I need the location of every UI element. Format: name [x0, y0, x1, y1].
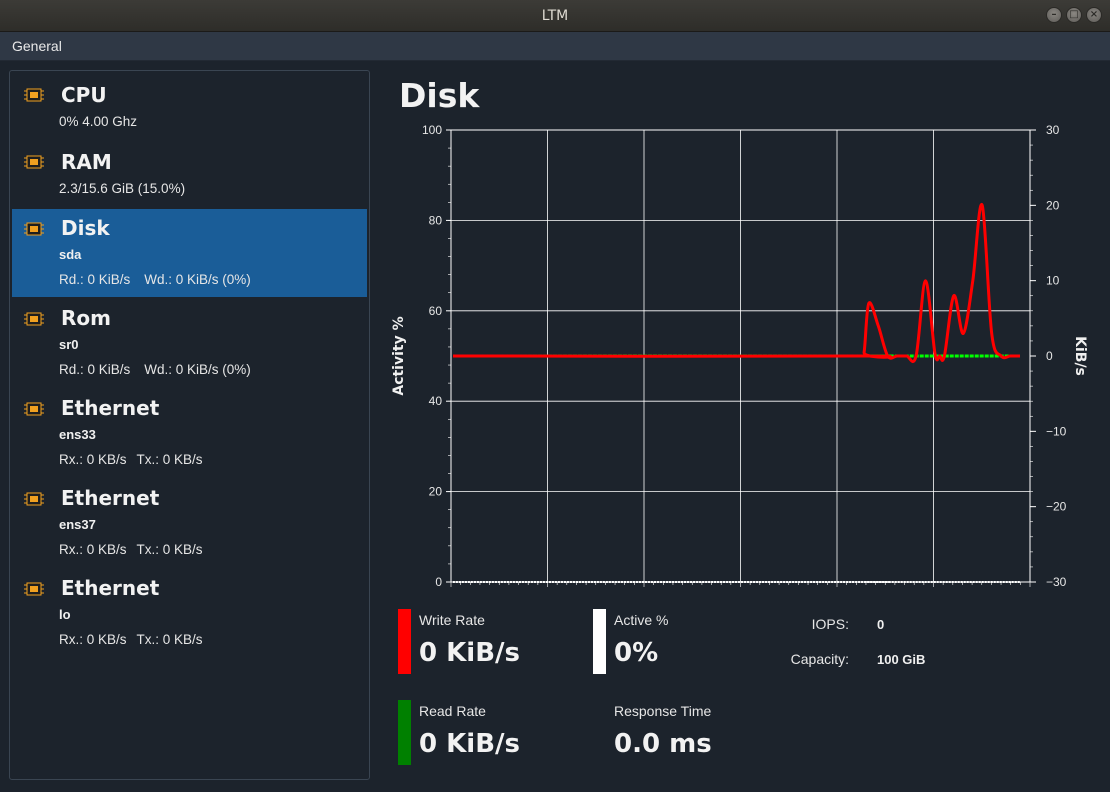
left-tick-label: 20	[429, 485, 443, 499]
left-tick-label: 0	[435, 575, 442, 589]
tx-speed: Tx.: 0 KB/s	[136, 452, 203, 467]
close-icon[interactable]: ×	[1086, 7, 1102, 23]
right-tick-label: 10	[1046, 274, 1060, 288]
right-tick-label: −20	[1046, 500, 1067, 514]
sidebar-item-detail: 0% 4.00 Ghz	[59, 114, 138, 129]
maximize-icon[interactable]: □	[1066, 7, 1082, 23]
sidebar-item-disk[interactable]: Disk sda Rd.: 0 KiB/s Wd.: 0 KiB/s (0%)	[12, 209, 367, 297]
sidebar-item-title: Disk	[61, 216, 110, 240]
disk-activity-chart: 0 20 40 60 80 100 −30 −20 −10 0 10 20 30 Activity % Ki…	[391, 123, 1088, 589]
sidebar-item-title: Ethernet	[61, 396, 160, 420]
read-rate-color-bar	[398, 700, 411, 765]
right-tick-label: −10	[1046, 424, 1067, 438]
sidebar-item-title: Ethernet	[61, 576, 160, 600]
read-rate-value: 0 KiB/s	[419, 729, 520, 759]
sidebar-item-detail: Rx.: 0 KB/s Tx.: 0 KB/s	[59, 542, 203, 557]
chip-icon	[24, 582, 44, 596]
sidebar-item-title: Rom	[61, 306, 111, 330]
write-rate-label: Write Rate	[419, 612, 485, 628]
sidebar-item-title: RAM	[61, 150, 112, 174]
read-rate-label: Read Rate	[419, 703, 486, 719]
write-rate-color-bar	[398, 609, 411, 674]
left-axis-label: Activity %	[391, 316, 407, 395]
window-titlebar[interactable]: LTM – □ ×	[0, 0, 1110, 32]
sidebar-item-title: Ethernet	[61, 486, 160, 510]
sidebar-item-detail: Rd.: 0 KiB/s Wd.: 0 KiB/s (0%)	[59, 362, 251, 377]
menu-general[interactable]: General	[12, 38, 62, 54]
write-speed: Wd.: 0 KiB/s (0%)	[144, 362, 251, 377]
iops-label: IOPS:	[811, 616, 849, 632]
tx-speed: Tx.: 0 KB/s	[136, 542, 203, 557]
sidebar-item-ram[interactable]: RAM 2.3/15.6 GiB (15.0%)	[12, 145, 367, 207]
active-value: 0%	[614, 638, 659, 668]
minimize-icon[interactable]: –	[1046, 7, 1062, 23]
sidebar-item-subtitle: lo	[59, 607, 71, 622]
chip-icon	[24, 222, 44, 236]
response-time-value: 0.0 ms	[614, 729, 712, 759]
write-speed: Wd.: 0 KiB/s (0%)	[144, 272, 251, 287]
sidebar-item-detail: Rx.: 0 KB/s Tx.: 0 KB/s	[59, 632, 203, 647]
chip-icon	[24, 492, 44, 506]
tx-speed: Tx.: 0 KB/s	[136, 632, 203, 647]
chip-icon	[24, 402, 44, 416]
capacity-label: Capacity:	[790, 651, 849, 667]
sidebar-item-ethernet-lo[interactable]: Ethernet lo Rx.: 0 KB/s Tx.: 0 KB/s	[12, 569, 367, 657]
sidebar-item-ethernet-ens37[interactable]: Ethernet ens37 Rx.: 0 KB/s Tx.: 0 KB/s	[12, 479, 367, 567]
sidebar-item-subtitle: ens33	[59, 427, 96, 442]
window-title: LTM	[541, 7, 569, 24]
chip-icon	[24, 155, 44, 169]
active-label: Active %	[614, 612, 669, 628]
sidebar-item-detail: Rd.: 0 KiB/s Wd.: 0 KiB/s (0%)	[59, 272, 251, 287]
right-tick-label: 0	[1046, 349, 1053, 363]
rx-speed: Rx.: 0 KB/s	[59, 542, 127, 557]
window-controls: – □ ×	[1046, 7, 1102, 23]
chip-icon	[24, 88, 44, 102]
sidebar-item-cpu[interactable]: CPU 0% 4.00 Ghz	[12, 77, 367, 139]
iops-value: 0	[877, 617, 885, 632]
left-tick-label: 60	[429, 304, 443, 318]
write-rate-series-line	[452, 203, 1020, 364]
sidebar-item-title: CPU	[61, 83, 107, 107]
device-sidebar: CPU 0% 4.00 Ghz RAM 2.3/15.6 GiB (15.0%)…	[9, 70, 370, 780]
right-tick-label: −30	[1046, 575, 1067, 589]
sidebar-item-subtitle: sr0	[59, 337, 79, 352]
left-tick-label: 80	[429, 213, 443, 227]
left-tick-label: 40	[429, 394, 443, 408]
sidebar-item-ethernet-ens33[interactable]: Ethernet ens33 Rx.: 0 KB/s Tx.: 0 KB/s	[12, 389, 367, 477]
right-tick-label: 30	[1046, 123, 1060, 137]
write-rate-value: 0 KiB/s	[419, 638, 520, 668]
menubar: General	[0, 32, 1110, 61]
read-speed: Rd.: 0 KiB/s	[59, 362, 131, 377]
rx-speed: Rx.: 0 KB/s	[59, 632, 127, 647]
sidebar-item-detail: Rx.: 0 KB/s Tx.: 0 KB/s	[59, 452, 203, 467]
page-title: Disk	[399, 76, 480, 115]
right-tick-label: 20	[1046, 198, 1060, 212]
rx-speed: Rx.: 0 KB/s	[59, 452, 127, 467]
capacity-value: 100 GiB	[877, 652, 926, 667]
sidebar-item-subtitle: ens37	[59, 517, 96, 532]
sidebar-item-detail: 2.3/15.6 GiB (15.0%)	[59, 181, 186, 196]
active-color-bar	[593, 609, 606, 674]
sidebar-item-rom[interactable]: Rom sr0 Rd.: 0 KiB/s Wd.: 0 KiB/s (0%)	[12, 299, 367, 387]
read-speed: Rd.: 0 KiB/s	[59, 272, 131, 287]
right-axis-label: KiB/s	[1072, 336, 1088, 376]
response-time-label: Response Time	[614, 703, 712, 719]
sidebar-item-subtitle: sda	[59, 247, 82, 262]
left-tick-label: 100	[422, 123, 442, 137]
chip-icon	[24, 312, 44, 326]
